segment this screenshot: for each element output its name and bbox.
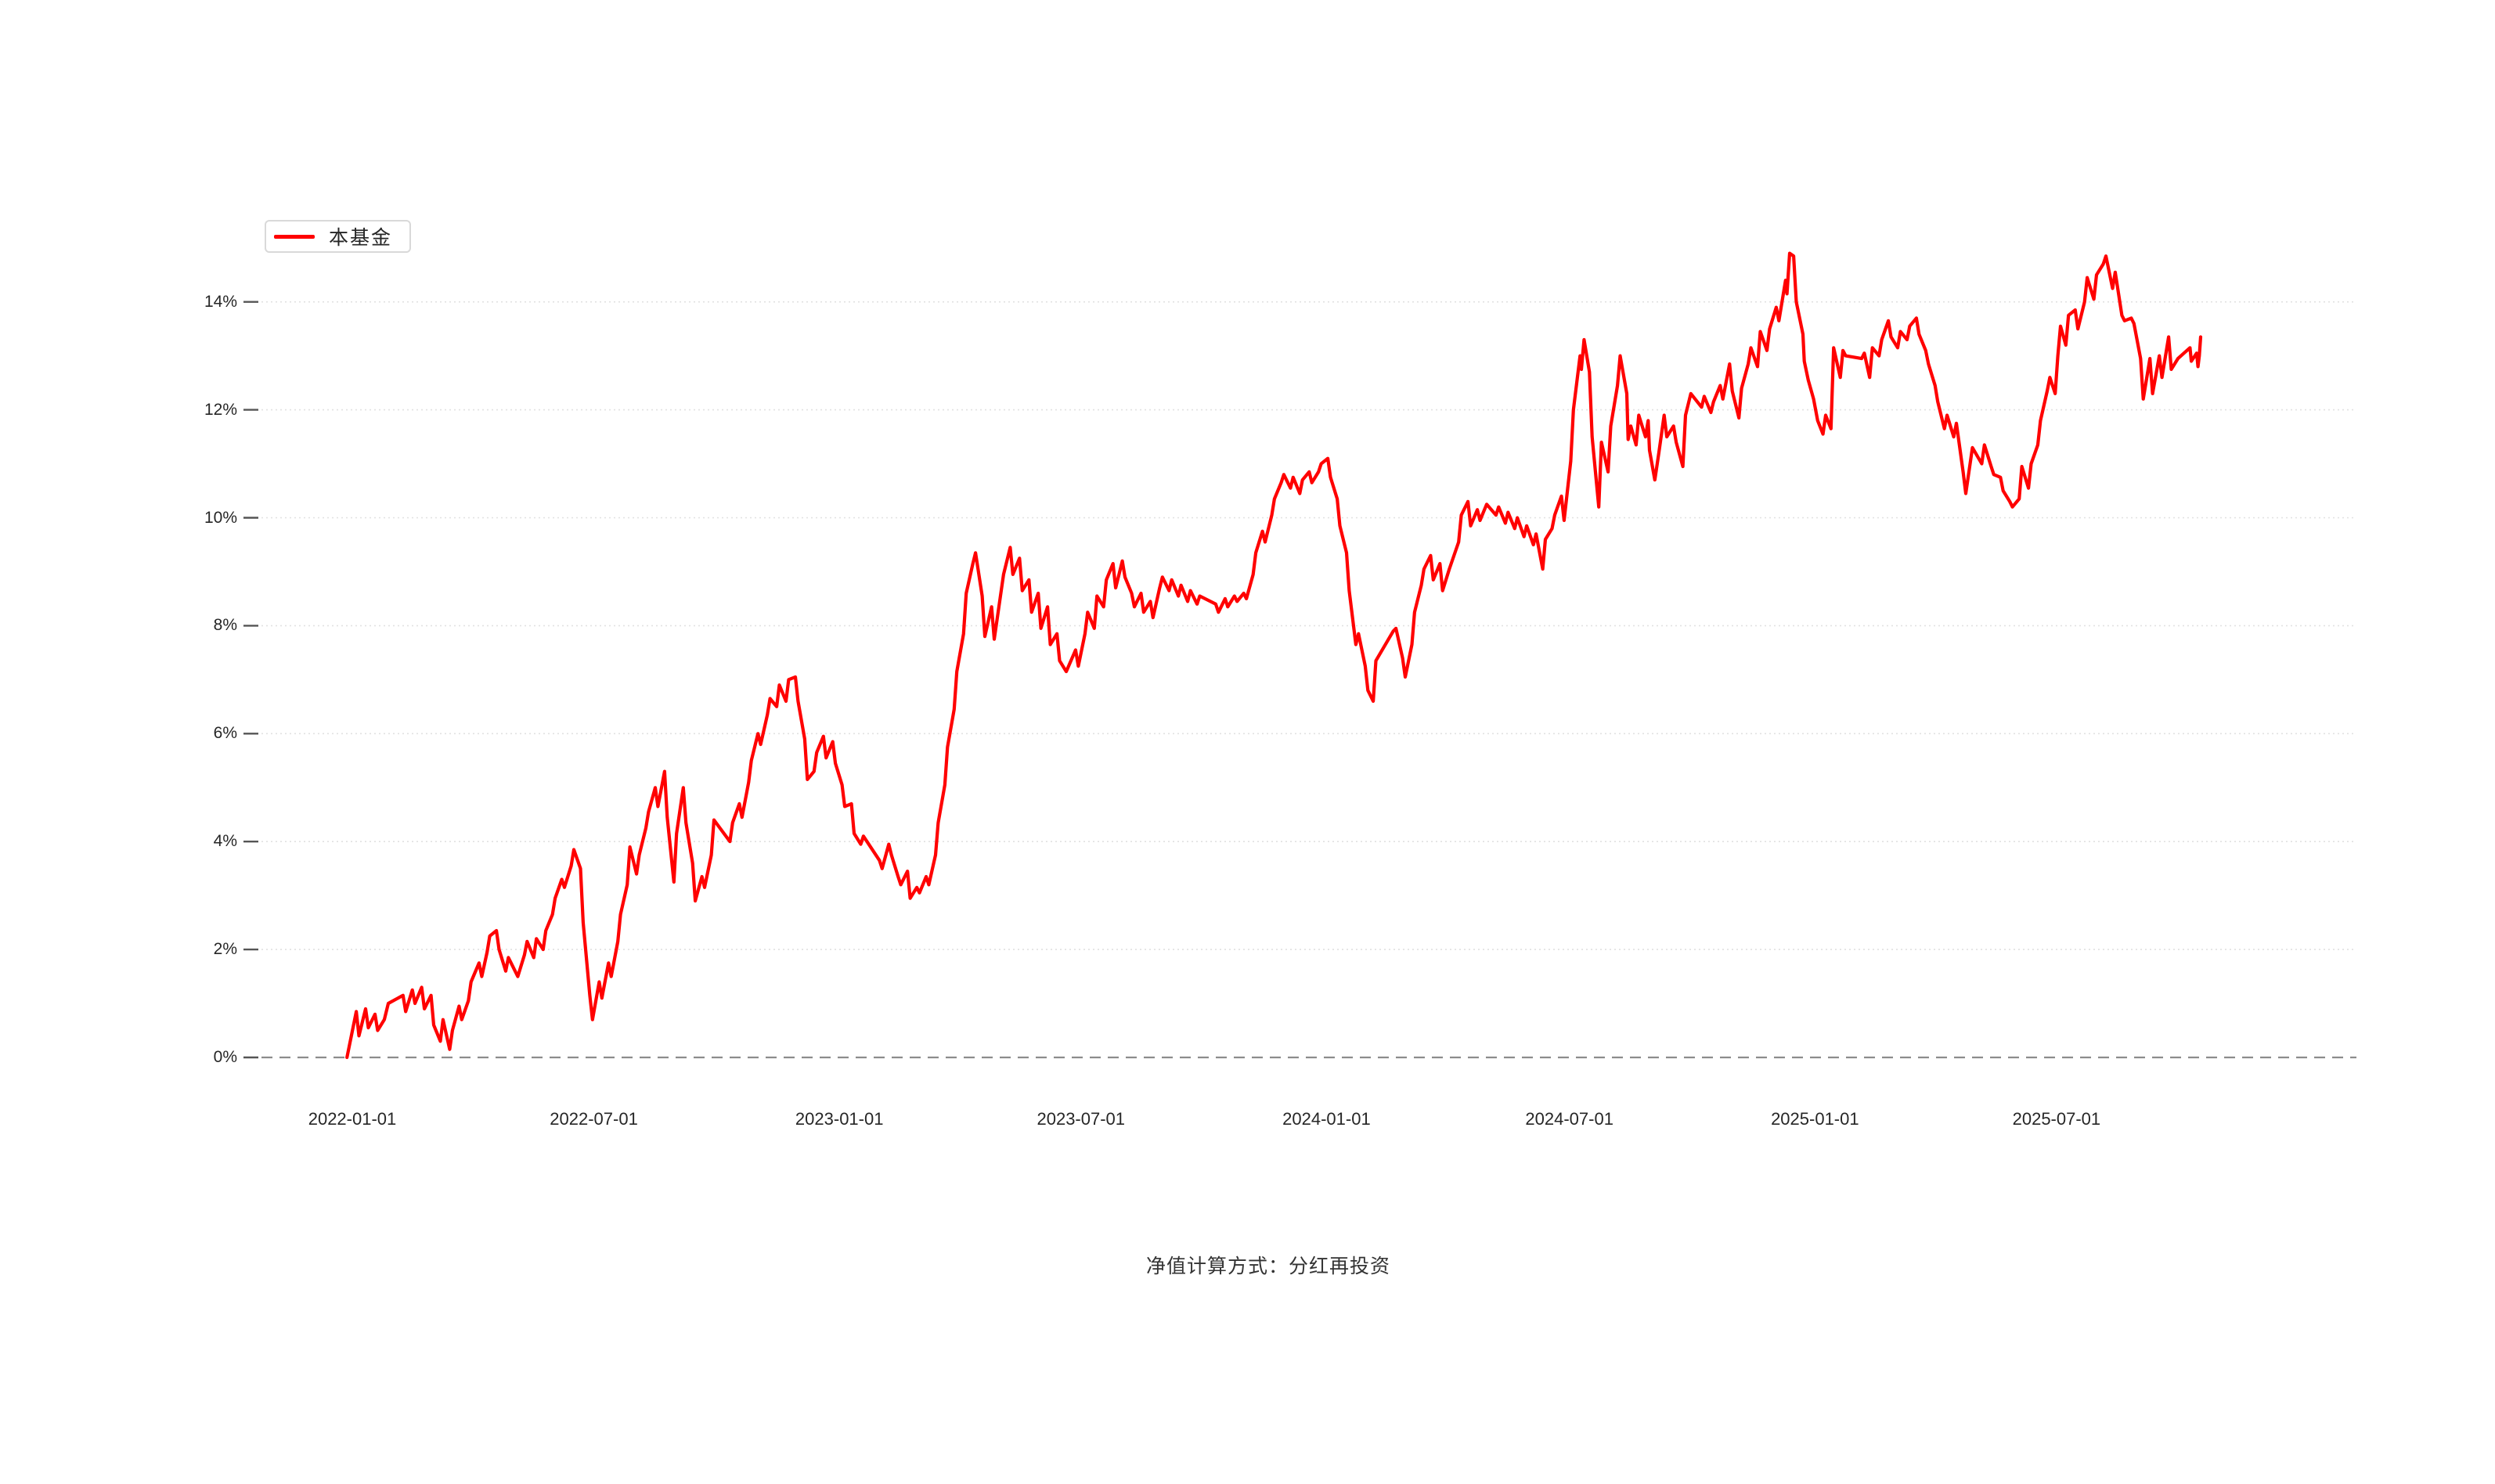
y-axis-label: 12% xyxy=(204,400,237,419)
legend[interactable]: 本基金 xyxy=(265,220,412,253)
x-axis-label: 2023-07-01 xyxy=(1037,1109,1126,1129)
x-axis-label: 2022-07-01 xyxy=(550,1109,638,1129)
legend-line-swatch xyxy=(274,234,315,239)
y-axis-label: 14% xyxy=(204,292,237,311)
x-axis-label: 2025-01-01 xyxy=(1771,1109,1859,1129)
y-axis-label: 0% xyxy=(213,1048,237,1066)
x-axis-label: 2022-01-01 xyxy=(308,1109,397,1129)
nav-method-caption: 净值计算方式：分红再投资 xyxy=(1145,1255,1391,1277)
x-axis-label: 2024-01-01 xyxy=(1282,1109,1371,1129)
y-axis-label: 10% xyxy=(204,508,237,527)
y-axis-label: 8% xyxy=(213,616,237,635)
x-axis-label: 2025-07-01 xyxy=(2012,1109,2101,1129)
fund-line xyxy=(345,251,2203,1060)
y-axis-label: 2% xyxy=(213,940,237,959)
y-axis-label: 6% xyxy=(213,724,237,743)
x-axis-label: 2024-07-01 xyxy=(1525,1109,1613,1129)
legend-label: 本基金 xyxy=(329,227,393,249)
y-axis-label: 4% xyxy=(213,832,237,851)
x-axis-label: 2023-01-01 xyxy=(795,1109,884,1129)
